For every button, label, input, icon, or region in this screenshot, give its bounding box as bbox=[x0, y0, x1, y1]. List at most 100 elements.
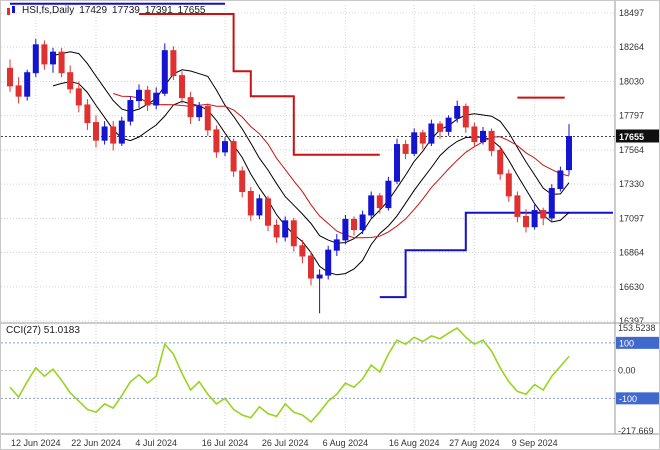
candle-body bbox=[204, 105, 211, 131]
cci-min-label: -217.669 bbox=[618, 426, 654, 436]
candle-body bbox=[239, 170, 246, 192]
price-axis-label: 16630 bbox=[619, 282, 644, 292]
candle-body bbox=[308, 255, 314, 279]
candle-body bbox=[67, 72, 74, 90]
candle-body bbox=[273, 224, 280, 238]
time-axis-label: 4 Jul 2024 bbox=[135, 438, 177, 448]
candle-body bbox=[342, 218, 349, 241]
candle-body bbox=[290, 220, 297, 247]
candle-body bbox=[101, 126, 108, 141]
candle-body bbox=[84, 104, 91, 124]
candle-body bbox=[15, 85, 22, 97]
candle-body bbox=[376, 195, 383, 209]
overlay-lines bbox=[1, 2, 615, 299]
candles bbox=[7, 38, 572, 314]
candle-body bbox=[127, 100, 134, 122]
candle-body bbox=[428, 123, 435, 144]
price-axis-label: 18497 bbox=[619, 8, 644, 18]
candle-body bbox=[351, 218, 357, 231]
price-axis-label: 18030 bbox=[619, 76, 644, 86]
candle-body bbox=[505, 173, 512, 197]
candle-body bbox=[265, 198, 271, 226]
candle-body bbox=[368, 195, 375, 216]
cci-lower-level-chip bbox=[616, 392, 659, 405]
cci-upper-level-chip bbox=[616, 336, 659, 349]
candle-body bbox=[93, 122, 99, 141]
candle-body bbox=[419, 132, 426, 144]
candle-body bbox=[24, 72, 31, 97]
time-axis-label: 12 Jun 2024 bbox=[11, 438, 61, 448]
candle-body bbox=[222, 141, 228, 153]
candle-body bbox=[75, 88, 82, 106]
candle-body bbox=[445, 117, 452, 132]
time-axis-label: 22 Jun 2024 bbox=[71, 438, 121, 448]
time-axis-label: 16 Aug 2024 bbox=[389, 438, 440, 448]
candle-body bbox=[7, 67, 13, 87]
candle-body bbox=[50, 51, 56, 65]
candle-body bbox=[179, 75, 185, 99]
upper-band-line bbox=[52, 51, 570, 244]
time-axis-label: 9 Sep 2024 bbox=[512, 438, 558, 448]
candle-body bbox=[325, 249, 332, 276]
candle-body bbox=[488, 130, 495, 151]
candle-body bbox=[454, 105, 461, 119]
candle-body bbox=[497, 149, 504, 175]
candle-body bbox=[299, 245, 306, 257]
grid bbox=[1, 5, 615, 433]
candle-body bbox=[385, 180, 392, 209]
candle-body bbox=[540, 210, 547, 219]
cci-line bbox=[9, 326, 570, 424]
candle-body bbox=[333, 239, 340, 251]
candle-body bbox=[118, 120, 125, 144]
time-axis-label: 26 Jul 2024 bbox=[262, 438, 309, 448]
price-axis-label: 16864 bbox=[619, 248, 644, 258]
candle-body bbox=[514, 195, 521, 217]
price-axis-label: 17797 bbox=[619, 111, 644, 121]
candle-body bbox=[316, 274, 323, 279]
candle-body bbox=[411, 132, 418, 154]
cci-lower-level-chip-label: -100 bbox=[619, 394, 637, 404]
resistance-step-line bbox=[139, 13, 380, 156]
candle-body bbox=[32, 44, 39, 74]
price-axis-label: 17330 bbox=[619, 179, 644, 189]
current-price-tag-label: 17655 bbox=[619, 132, 644, 142]
candle-body bbox=[213, 129, 220, 153]
price-axis-label: 16397 bbox=[619, 316, 644, 326]
candle-body bbox=[256, 198, 263, 216]
candle-body bbox=[523, 215, 529, 228]
time-axis-label: 27 Aug 2024 bbox=[449, 438, 500, 448]
candle-body bbox=[110, 126, 117, 144]
cci-upper-level-chip-label: 100 bbox=[619, 338, 634, 348]
candle-body bbox=[170, 50, 177, 77]
candle-body bbox=[480, 130, 486, 143]
candle-body bbox=[462, 105, 469, 128]
candle-body bbox=[187, 97, 194, 118]
candle-body bbox=[144, 89, 151, 106]
candle-body bbox=[247, 190, 254, 216]
cci-zero-label: 0.00 bbox=[618, 366, 636, 376]
candle-body bbox=[230, 141, 237, 172]
candle-body bbox=[471, 126, 478, 143]
candle-body bbox=[531, 210, 538, 228]
candle-body bbox=[402, 144, 409, 154]
support-step-line bbox=[379, 211, 613, 299]
current-price-tag bbox=[616, 129, 659, 143]
time-axis-label: 16 Jul 2024 bbox=[202, 438, 249, 448]
candle-body bbox=[41, 44, 48, 65]
candle-body bbox=[58, 51, 65, 74]
candle-body bbox=[161, 50, 168, 94]
candle-body bbox=[437, 123, 443, 132]
candle-body bbox=[153, 92, 160, 106]
candle-body bbox=[196, 105, 203, 118]
candle-body bbox=[282, 220, 289, 238]
candle-body bbox=[136, 89, 142, 102]
time-axis-label: 6 Aug 2024 bbox=[323, 438, 369, 448]
candle-body bbox=[548, 188, 555, 219]
cci-indicator bbox=[9, 326, 570, 424]
price-axis-label: 17564 bbox=[619, 145, 644, 155]
price-axis-label: 17097 bbox=[619, 213, 644, 223]
candle-body bbox=[566, 135, 572, 171]
